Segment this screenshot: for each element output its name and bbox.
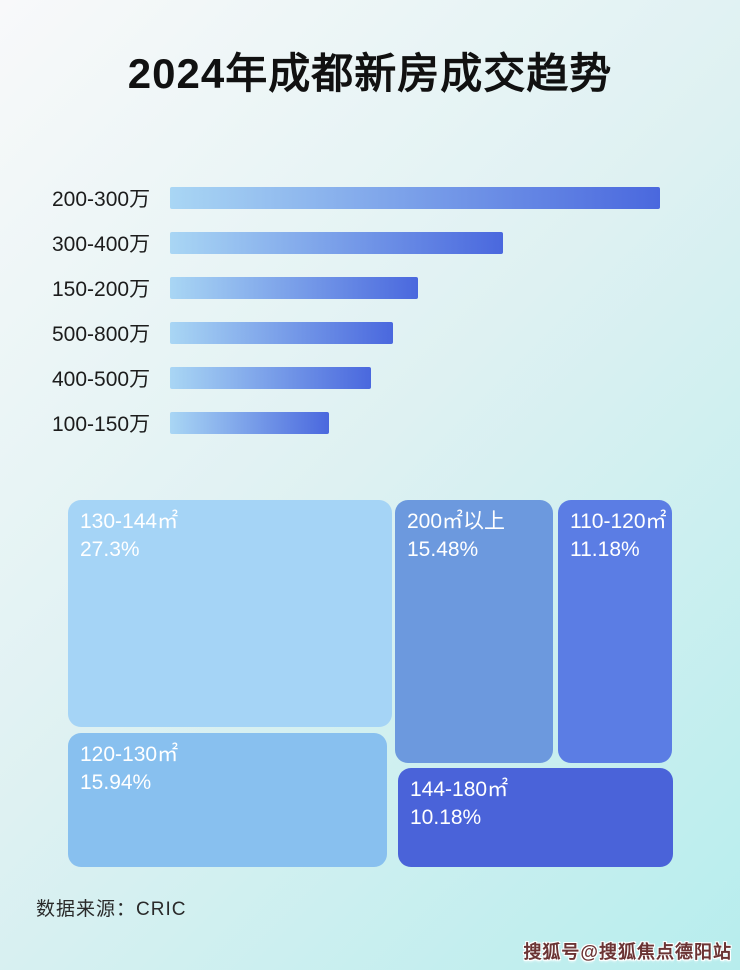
treemap-block-label: 120-130㎡ xyxy=(80,743,179,766)
page-title: 2024年成都新房成交趋势 xyxy=(127,50,613,97)
bar xyxy=(170,322,393,344)
bar-row: 150-200万 xyxy=(52,277,692,301)
watermark-text: 搜狐号@搜狐焦点德阳站 xyxy=(523,942,732,962)
bar xyxy=(170,367,371,389)
bar xyxy=(170,187,660,209)
treemap-block: 110-120㎡ 11.18% xyxy=(558,500,672,763)
data-source-label: 数据来源：CRIC xyxy=(36,899,187,920)
bar-row: 200-300万 xyxy=(52,187,692,211)
bar-category-label: 400-500万 xyxy=(52,368,151,391)
bar-track xyxy=(170,322,660,344)
treemap-block-label: 200㎡以上 xyxy=(407,510,506,533)
bar-category-label: 300-400万 xyxy=(52,233,151,256)
treemap-block-value: 15.48% xyxy=(407,537,479,561)
bar-category-label: 200-300万 xyxy=(52,188,151,211)
treemap-block: 130-144㎡ 27.3% xyxy=(68,500,392,727)
bar-track xyxy=(170,367,660,389)
treemap-block: 200㎡以上 15.48% xyxy=(395,500,553,763)
treemap-block-label: 144-180㎡ xyxy=(410,778,509,801)
bar-category-label: 500-800万 xyxy=(52,323,151,346)
treemap-block: 120-130㎡ 15.94% xyxy=(68,733,387,867)
bar-row: 500-800万 xyxy=(52,322,692,346)
bar-row: 100-150万 xyxy=(52,412,692,436)
bar-track xyxy=(170,412,660,434)
bar xyxy=(170,232,504,254)
bar-category-label: 100-150万 xyxy=(52,413,151,436)
area-treemap: 130-144㎡ 27.3% 200㎡以上 15.48% 110-120㎡ 11.18% 1… xyxy=(68,500,673,867)
bar-row: 400-500万 xyxy=(52,367,692,391)
bar-category-label: 150-200万 xyxy=(52,278,151,301)
treemap-block-label: 110-120㎡ xyxy=(570,510,667,533)
bar xyxy=(170,277,418,299)
treemap-block-value: 11.18% xyxy=(570,537,640,561)
treemap-block: 144-180㎡ 10.18% xyxy=(398,768,673,867)
price-bar-chart: 200-300万 300-400万 150-200万 500-800万 400-500万… xyxy=(52,187,692,457)
bar-track xyxy=(170,232,660,254)
bar-track xyxy=(170,277,660,299)
bar-row: 300-400万 xyxy=(52,232,692,256)
treemap-block-value: 27.3% xyxy=(80,537,140,561)
bar xyxy=(170,412,329,434)
treemap-block-value: 10.18% xyxy=(410,805,482,829)
bar-track xyxy=(170,187,660,209)
treemap-block-label: 130-144㎡ xyxy=(80,510,179,533)
treemap-block-value: 15.94% xyxy=(80,770,152,794)
